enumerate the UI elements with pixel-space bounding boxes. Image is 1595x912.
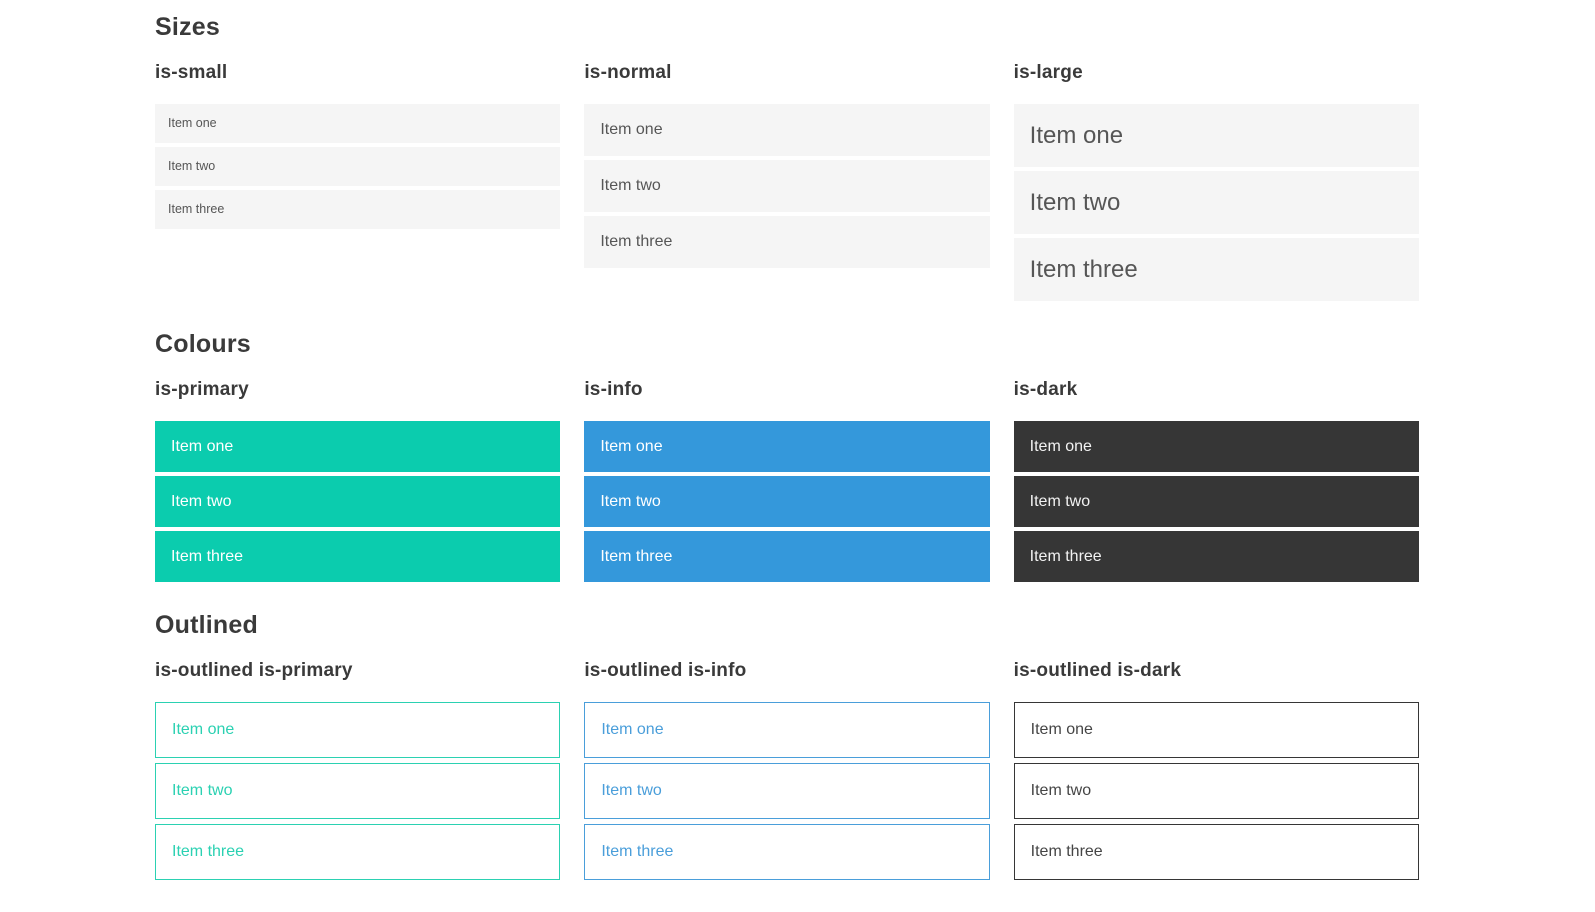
column-heading-is-primary: is-primary — [155, 379, 249, 400]
list-is-dark: Item one Item two Item three — [1013, 421, 1419, 582]
list-is-outlined-is-dark: Item one Item two Item three — [1013, 702, 1419, 880]
column-heading-is-outlined-is-info: is-outlined is-info — [584, 660, 747, 681]
section-title-sizes: Sizes — [155, 13, 220, 41]
sizes-columns: is-small Item one Item two Item three is… — [155, 62, 1419, 305]
list-is-normal: Item one Item two Item three — [584, 104, 990, 268]
section-colours: Colours is-primary Item one Item two Ite… — [155, 332, 1419, 586]
list-item[interactable]: Item three — [584, 531, 990, 582]
column-heading-is-info: is-info — [584, 379, 643, 400]
column-is-large: is-large Item one Item two Item three — [1013, 62, 1419, 305]
list-is-info: Item one Item two Item three — [584, 421, 990, 582]
section-outlined: Outlined is-outlined is-primary Item one… — [155, 613, 1419, 885]
list-item[interactable]: Item two — [1013, 763, 1419, 819]
list-is-outlined-is-primary: Item one Item two Item three — [155, 702, 561, 880]
column-is-outlined-is-info: is-outlined is-info Item one Item two It… — [584, 660, 990, 885]
list-is-primary: Item one Item two Item three — [155, 421, 561, 582]
column-heading-is-outlined-is-dark: is-outlined is-dark — [1013, 660, 1182, 681]
list-item[interactable]: Item two — [584, 476, 990, 527]
list-item[interactable]: Item three — [1013, 531, 1419, 582]
list-item[interactable]: Item two — [155, 476, 561, 527]
column-is-primary: is-primary Item one Item two Item three — [155, 379, 561, 586]
column-is-small: is-small Item one Item two Item three — [155, 62, 561, 305]
list-item[interactable]: Item three — [155, 531, 561, 582]
column-heading-is-small: is-small — [155, 62, 228, 83]
list-is-small: Item one Item two Item three — [155, 104, 561, 229]
list-item[interactable]: Item one — [155, 421, 561, 472]
column-heading-is-large: is-large — [1013, 62, 1083, 83]
list-is-outlined-is-info: Item one Item two Item three — [584, 702, 990, 880]
list-item[interactable]: Item one — [584, 104, 990, 156]
list-item[interactable]: Item three — [584, 216, 990, 268]
column-heading-is-outlined-is-primary: is-outlined is-primary — [155, 660, 353, 681]
outlined-columns: is-outlined is-primary Item one Item two… — [155, 660, 1419, 885]
list-item[interactable]: Item two — [155, 147, 561, 186]
list-item[interactable]: Item two — [155, 763, 561, 819]
list-item[interactable]: Item three — [1013, 238, 1419, 301]
column-is-outlined-is-dark: is-outlined is-dark Item one Item two It… — [1013, 660, 1419, 885]
list-item[interactable]: Item one — [155, 702, 561, 758]
column-heading-is-dark: is-dark — [1013, 379, 1078, 400]
list-item[interactable]: Item one — [584, 702, 990, 758]
list-item[interactable]: Item two — [1013, 171, 1419, 234]
list-item[interactable]: Item one — [1013, 104, 1419, 167]
list-item[interactable]: Item two — [584, 160, 990, 212]
list-item[interactable]: Item one — [584, 421, 990, 472]
column-is-normal: is-normal Item one Item two Item three — [584, 62, 990, 305]
column-heading-is-normal: is-normal — [584, 62, 672, 83]
list-component-demo-page: Sizes is-small Item one Item two Item th… — [155, 15, 1419, 885]
column-is-info: is-info Item one Item two Item three — [584, 379, 990, 586]
column-is-dark: is-dark Item one Item two Item three — [1013, 379, 1419, 586]
section-title-colours: Colours — [155, 330, 251, 358]
list-item[interactable]: Item two — [1013, 476, 1419, 527]
list-item[interactable]: Item two — [584, 763, 990, 819]
list-item[interactable]: Item one — [1013, 702, 1419, 758]
section-title-outlined: Outlined — [155, 611, 258, 639]
list-item[interactable]: Item one — [155, 104, 561, 143]
list-item[interactable]: Item three — [155, 824, 561, 880]
list-is-large: Item one Item two Item three — [1013, 104, 1419, 301]
colours-columns: is-primary Item one Item two Item three … — [155, 379, 1419, 586]
column-is-outlined-is-primary: is-outlined is-primary Item one Item two… — [155, 660, 561, 885]
section-sizes: Sizes is-small Item one Item two Item th… — [155, 15, 1419, 305]
list-item[interactable]: Item one — [1013, 421, 1419, 472]
list-item[interactable]: Item three — [1013, 824, 1419, 880]
list-item[interactable]: Item three — [155, 190, 561, 229]
list-item[interactable]: Item three — [584, 824, 990, 880]
